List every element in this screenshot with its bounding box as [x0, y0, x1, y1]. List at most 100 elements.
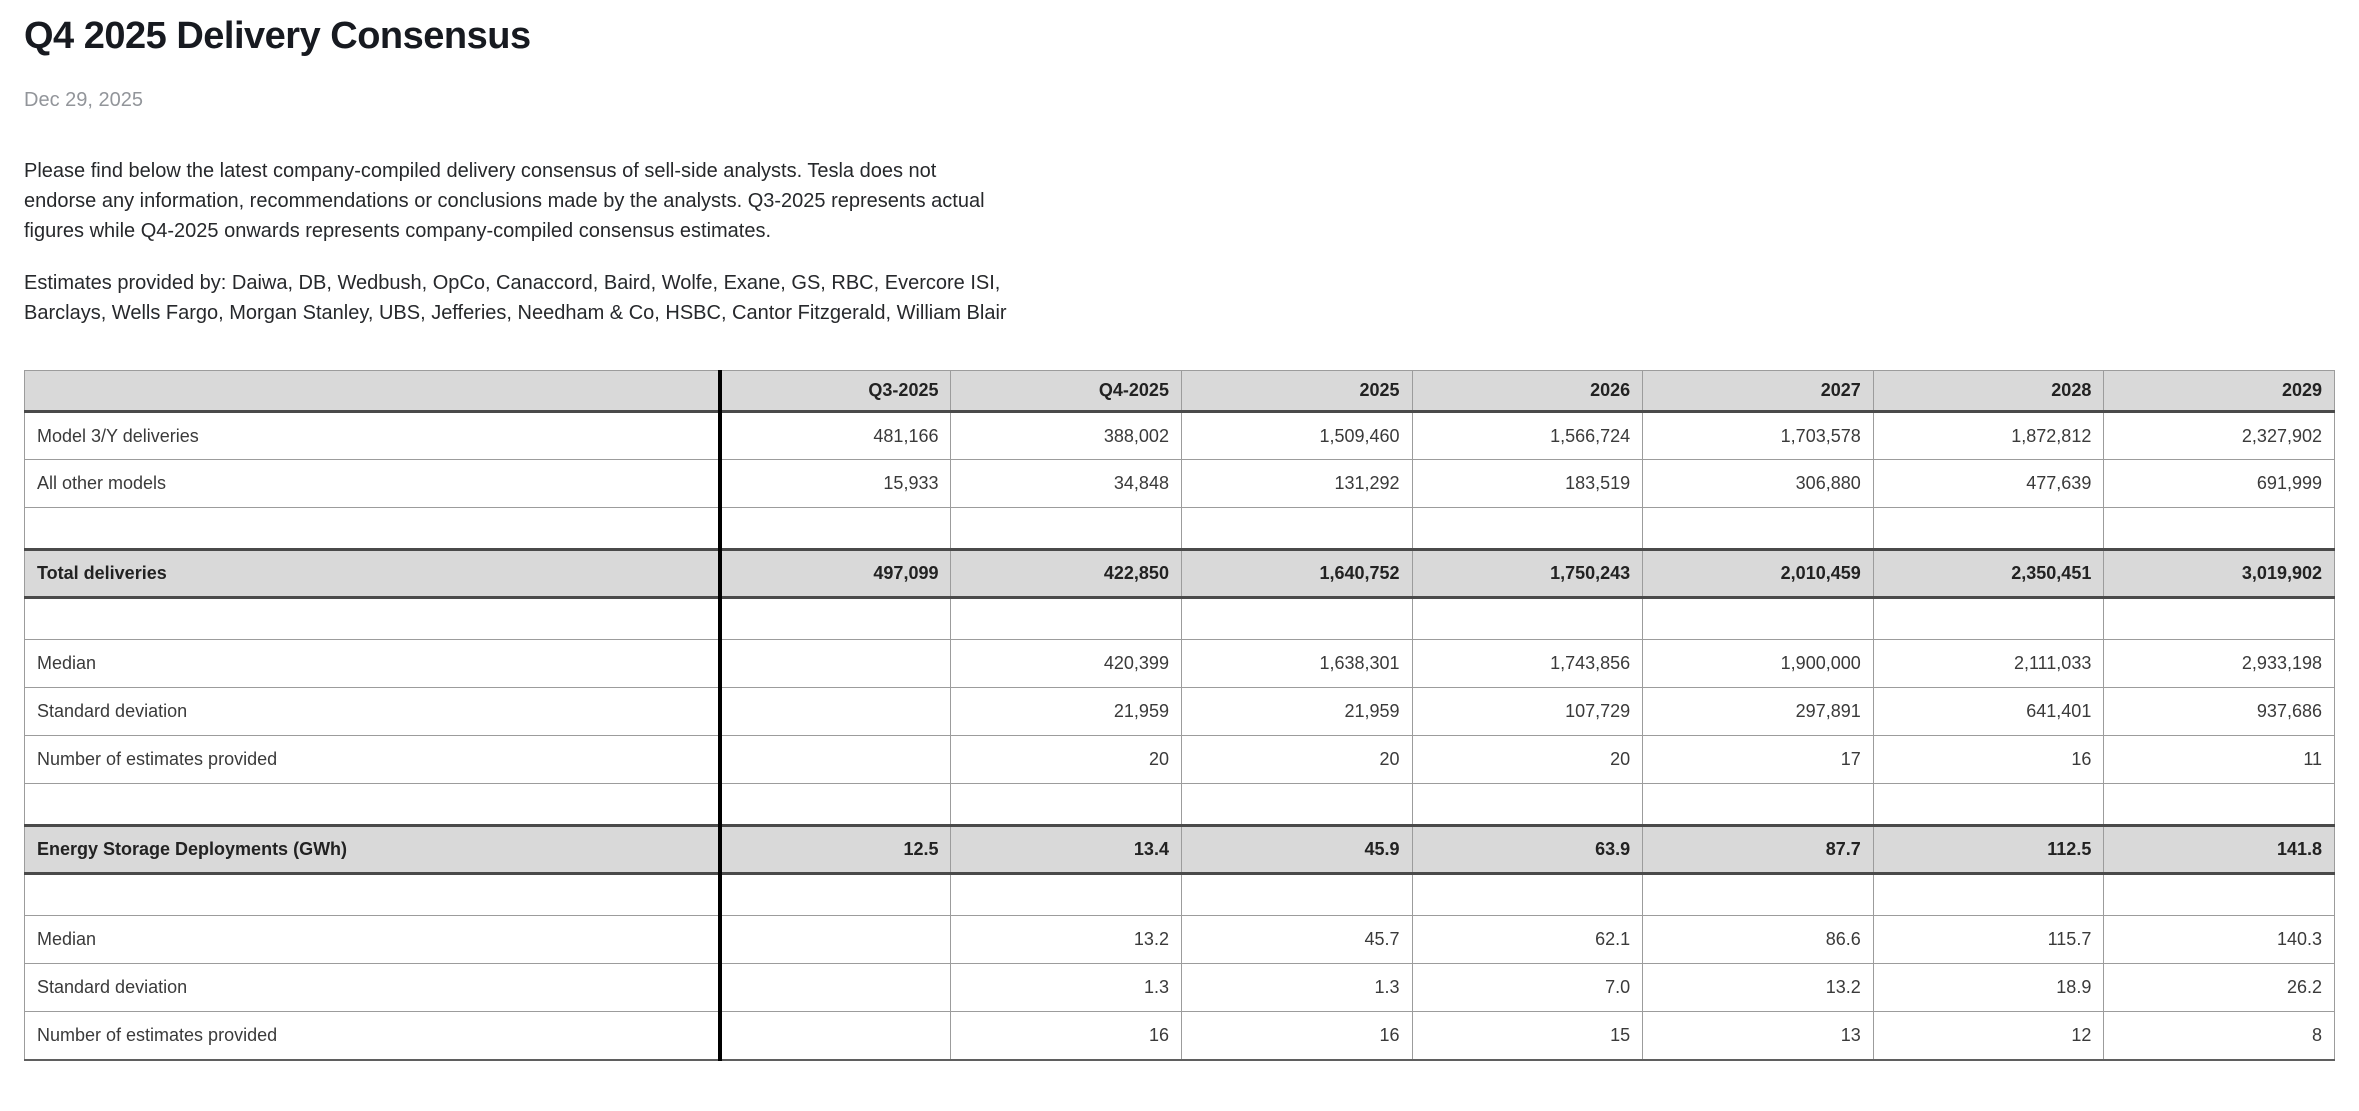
value-cell [1180, 783, 1413, 826]
value-cell [2103, 873, 2335, 916]
row-label: Total deliveries [24, 548, 723, 599]
table-row [24, 783, 2335, 826]
value-cell [1642, 507, 1874, 550]
value-cell: 86.6 [1642, 915, 1874, 964]
value-cell [950, 783, 1182, 826]
column-header: 2028 [1872, 370, 2105, 413]
value-cell: 26.2 [2103, 963, 2335, 1012]
value-cell: 1,509,460 [1180, 411, 1413, 460]
table-row: Median 420,399 1,638,301 1,743,856 1,900,000… [24, 639, 2335, 688]
column-header: 2027 [1642, 370, 1874, 413]
column-header: 2029 [2103, 370, 2335, 413]
value-cell: 422,850 [950, 548, 1182, 599]
value-cell: 420,399 [950, 639, 1182, 688]
value-cell: 140.3 [2103, 915, 2335, 964]
value-cell [1411, 783, 1644, 826]
value-cell: 183,519 [1411, 459, 1644, 508]
value-cell: 20 [1411, 735, 1644, 784]
value-cell: 107,729 [1411, 687, 1644, 736]
value-cell: 297,891 [1642, 687, 1874, 736]
value-cell: 497,099 [719, 548, 952, 599]
value-cell: 937,686 [2103, 687, 2335, 736]
table-row [24, 597, 2335, 640]
value-cell: 1,872,812 [1872, 411, 2105, 460]
value-cell [1411, 507, 1644, 550]
value-cell [2103, 507, 2335, 550]
value-cell: 1,640,752 [1180, 548, 1413, 599]
value-cell: 18.9 [1872, 963, 2105, 1012]
table-row: Standard deviation 21,959 21,959 107,729 297… [24, 687, 2335, 736]
value-cell: 13.2 [950, 915, 1182, 964]
page: Q4 2025 Delivery Consensus Dec 29, 2025 … [24, 15, 2335, 1061]
page-title: Q4 2025 Delivery Consensus [24, 15, 531, 57]
value-cell: 3,019,902 [2103, 548, 2335, 599]
row-label: All other models [24, 459, 723, 508]
value-cell: 62.1 [1411, 915, 1644, 964]
value-cell: 641,401 [1872, 687, 2105, 736]
value-cell [719, 687, 952, 736]
value-cell [719, 507, 952, 550]
value-cell [1872, 597, 2105, 640]
value-cell [1411, 873, 1644, 916]
value-cell: 13.4 [950, 824, 1182, 875]
column-header: Q3-2025 [719, 370, 952, 413]
table-row: Energy Storage Deployments (GWh) 12.5 13.4… [24, 824, 2335, 875]
value-cell: 16 [1180, 1011, 1413, 1061]
value-cell [1642, 873, 1874, 916]
value-cell: 16 [1872, 735, 2105, 784]
row-label: Median [24, 915, 723, 964]
value-cell: 20 [1180, 735, 1413, 784]
value-cell: 306,880 [1642, 459, 1874, 508]
value-cell: 131,292 [1180, 459, 1413, 508]
table-row: All other models 15,933 34,848 131,292 183,5… [24, 459, 2335, 508]
value-cell [719, 597, 952, 640]
table-header-row: Q3-2025 Q4-2025 2025 2026 2027 2028 2029 [24, 370, 2335, 413]
column-header: 2025 [1180, 370, 1413, 413]
column-header: 2026 [1411, 370, 1644, 413]
value-cell: 1,638,301 [1180, 639, 1413, 688]
value-cell: 15,933 [719, 459, 952, 508]
estimates-paragraph: Estimates provided by: Daiwa, DB, Wedbus… [24, 272, 1007, 324]
value-cell: 2,111,033 [1872, 639, 2105, 688]
table-row [24, 873, 2335, 916]
row-label: Standard deviation [24, 963, 723, 1012]
value-cell [1180, 507, 1413, 550]
row-label: Standard deviation [24, 687, 723, 736]
value-cell: 21,959 [1180, 687, 1413, 736]
value-cell [950, 873, 1182, 916]
value-cell: 7.0 [1411, 963, 1644, 1012]
value-cell [719, 963, 952, 1012]
table-row: Median 13.2 45.7 62.1 86.6 115.7 140.3 [24, 915, 2335, 964]
value-cell [1872, 873, 2105, 916]
value-cell: 2,010,459 [1642, 548, 1874, 599]
value-cell: 13 [1642, 1011, 1874, 1061]
value-cell [2103, 783, 2335, 826]
value-cell [1180, 597, 1413, 640]
table-body: Model 3/Y deliveries 481,166 388,002 1,509,… [24, 411, 2335, 1061]
value-cell: 112.5 [1872, 824, 2105, 875]
value-cell [719, 1011, 952, 1061]
value-cell: 1,743,856 [1411, 639, 1644, 688]
row-label: Model 3/Y deliveries [24, 411, 723, 460]
value-cell: 34,848 [950, 459, 1182, 508]
value-cell: 1,750,243 [1411, 548, 1644, 599]
row-label: Energy Storage Deployments (GWh) [24, 824, 723, 875]
value-cell: 691,999 [2103, 459, 2335, 508]
value-cell: 20 [950, 735, 1182, 784]
value-cell [719, 639, 952, 688]
table-row: Total deliveries 497,099 422,850 1,640,752 1… [24, 548, 2335, 599]
value-cell: 16 [950, 1011, 1182, 1061]
value-cell: 13.2 [1642, 963, 1874, 1012]
value-cell [719, 783, 952, 826]
value-cell: 21,959 [950, 687, 1182, 736]
table-row: Model 3/Y deliveries 481,166 388,002 1,509,… [24, 411, 2335, 460]
value-cell [1411, 597, 1644, 640]
value-cell [950, 507, 1182, 550]
row-label: Number of estimates provided [24, 1011, 723, 1061]
value-cell: 477,639 [1872, 459, 2105, 508]
value-cell [719, 873, 952, 916]
value-cell: 12 [1872, 1011, 2105, 1061]
corner-cell [24, 370, 723, 413]
value-cell [2103, 597, 2335, 640]
row-label: Number of estimates provided [24, 735, 723, 784]
